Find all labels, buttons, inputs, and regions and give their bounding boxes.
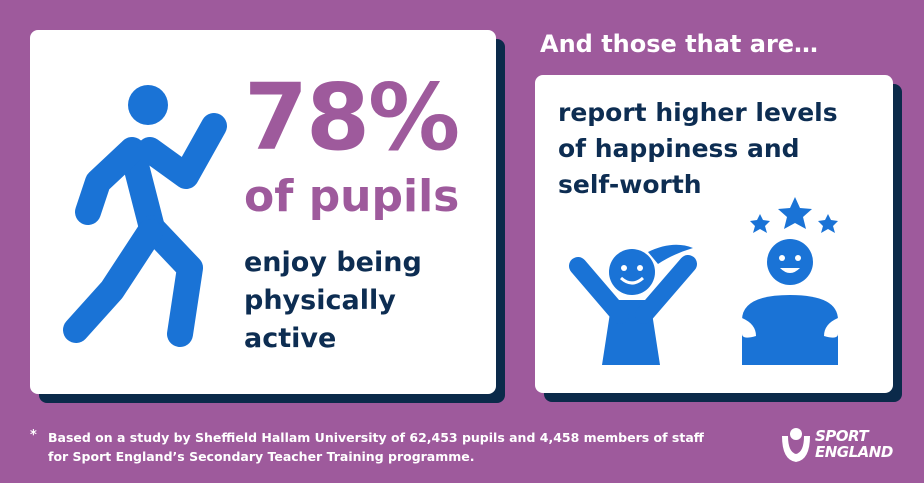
description-line: self-worth [558, 170, 702, 199]
description-line: report higher levels [558, 98, 838, 127]
description-line: physically [244, 285, 396, 316]
stat-description: enjoy being physically active [244, 244, 422, 358]
footnote: Based on a study by Sheffield Hallam Uni… [48, 428, 704, 466]
runner-icon [63, 85, 227, 347]
happy-child-icon [569, 244, 697, 365]
logo-line: ENGLAND [815, 443, 893, 461]
description-line: active [244, 323, 337, 354]
stat: 78% [244, 64, 460, 171]
logo-mark [782, 428, 810, 462]
left-card [30, 30, 496, 394]
description-line: of happiness and [558, 134, 800, 163]
right-heading: And those that are… [540, 30, 819, 58]
stat-subject: of pupils [244, 171, 460, 222]
right-description: report higher levels of happiness and self… [558, 95, 838, 203]
logo-line: SPORT [815, 427, 869, 445]
happy-person-icon [742, 197, 838, 365]
description-line: enjoy being [244, 247, 422, 278]
footnote-line: Based on a study by Sheffield Hallam Uni… [48, 430, 704, 445]
logo-text: SPORT ENGLAND [815, 428, 893, 460]
footnote-marker: * [30, 428, 37, 443]
footnote-line: for Sport England’s Secondary Teacher Tr… [48, 449, 475, 464]
